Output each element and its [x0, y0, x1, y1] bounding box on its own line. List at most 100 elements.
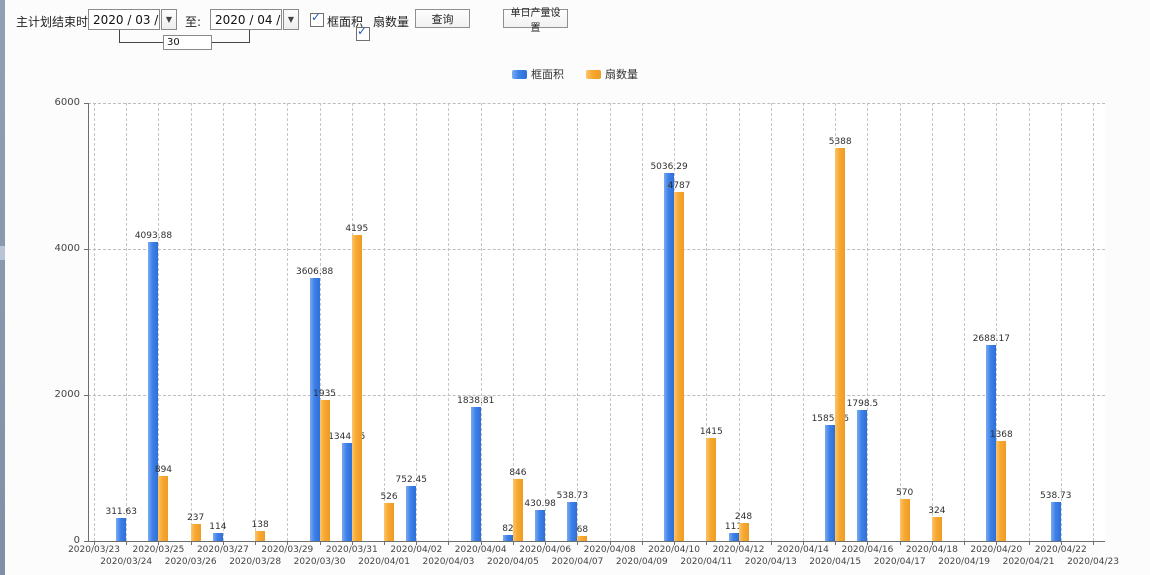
x-axis-label: 2020/04/18 — [905, 545, 958, 555]
bar-value-label: 1368 — [989, 430, 1013, 441]
vertical-gridline — [319, 103, 321, 541]
bar-value-label: 752.45 — [395, 475, 428, 486]
vertical-gridline — [931, 103, 933, 541]
vertical-gridline — [899, 103, 901, 541]
bar-扇数量-2020/04/07[interactable] — [577, 536, 588, 541]
vertical-gridline — [609, 103, 611, 541]
vertical-gridline — [996, 103, 998, 541]
bar-框面积-2020/04/15[interactable] — [825, 425, 836, 541]
x-axis-tick — [931, 541, 933, 545]
legend-swatch-fans — [586, 69, 601, 79]
bar-value-label: 114 — [209, 521, 227, 532]
x-axis-label: 2020/03/27 — [196, 545, 249, 555]
bar-框面积-2020/03/25[interactable] — [148, 242, 159, 541]
chevron-down-icon: ▼ — [165, 15, 173, 24]
x-axis-label: 2020/04/03 — [422, 557, 475, 567]
bar-框面积-2020/04/16[interactable] — [857, 409, 868, 541]
bar-框面积-2020/04/02[interactable] — [406, 486, 417, 541]
bar-value-label: 311.63 — [105, 507, 137, 518]
bar-扇数量-2020/03/26[interactable] — [190, 523, 201, 541]
bar-扇数量-2020/04/11[interactable] — [706, 437, 717, 541]
bar-value-label: 1798.5 — [846, 398, 879, 409]
bar-框面积-2020/03/24[interactable] — [116, 518, 127, 541]
start-date-picker[interactable]: 2020 / 03 / 24 — [88, 9, 177, 30]
bar-框面积-2020/03/30[interactable] — [309, 277, 320, 541]
y-axis-tick — [84, 103, 88, 104]
connector-line — [249, 30, 250, 43]
bar-value-label: 538.73 — [556, 490, 589, 501]
bar-扇数量-2020/03/28[interactable] — [255, 530, 266, 541]
x-axis-tick — [190, 541, 192, 545]
bar-value-label: 526 — [380, 491, 398, 502]
bar-chart: 2020/03/23 2020/03/24 2020/03/25 2020/03/26… — [0, 95, 1150, 575]
legend-label-fans: 扇数量 — [605, 68, 638, 81]
bar-框面积-2020/04/22[interactable] — [1050, 501, 1061, 541]
connector-line — [206, 42, 250, 43]
x-axis-tick — [448, 541, 450, 545]
bar-扇数量-2020/03/30[interactable] — [319, 399, 330, 541]
x-axis-tick — [512, 541, 514, 545]
checkmark-icon: ✓ — [311, 10, 322, 24]
bar-value-label: 894 — [154, 464, 173, 475]
bar-框面积-2020/04/07[interactable] — [567, 501, 578, 541]
connector-line — [119, 42, 164, 43]
bar-扇数量-2020/04/15[interactable] — [835, 147, 846, 541]
bar-框面积-2020/04/10[interactable] — [664, 173, 675, 541]
bar-value-label: 82 — [502, 524, 514, 534]
vertical-gridline — [641, 103, 643, 541]
vertical-gridline — [545, 103, 547, 541]
bar-框面积-2020/04/06[interactable] — [535, 509, 546, 541]
bar-扇数量-2020/04/12[interactable] — [738, 522, 749, 541]
x-axis-tick — [867, 541, 869, 545]
bar-扇数量-2020/04/17[interactable] — [899, 499, 910, 541]
x-axis-tick — [480, 541, 482, 545]
vertical-gridline — [190, 103, 192, 541]
legend-item-area[interactable]: 框面积 — [512, 66, 564, 82]
start-date-dropdown-button[interactable]: ▼ — [161, 9, 177, 30]
bar-value-label: 538.73 — [1040, 490, 1072, 501]
bar-扇数量-2020/04/18[interactable] — [931, 517, 942, 541]
fans-checkbox[interactable]: ✓ — [356, 24, 370, 41]
bar-框面积-2020/04/12[interactable] — [728, 532, 739, 541]
connector-line — [119, 30, 120, 43]
bar-value-label: 4093.88 — [134, 231, 173, 242]
bar-扇数量-2020/03/31[interactable] — [351, 234, 362, 541]
chart-legend: 框面积 扇数量 — [0, 66, 1150, 82]
bar-value-label: 248 — [734, 511, 753, 522]
x-axis-tick — [641, 541, 643, 545]
bar-框面积-2020/04/04[interactable] — [470, 406, 481, 541]
end-date-dropdown-button[interactable]: ▼ — [283, 9, 299, 30]
bar-扇数量-2020/04/05[interactable] — [512, 479, 523, 541]
horizontal-gridline — [88, 103, 1105, 104]
query-button[interactable]: 查询 — [415, 9, 470, 28]
y-axis-label: 2000 — [54, 389, 80, 400]
bar-框面积-2020/03/31[interactable] — [341, 442, 352, 541]
x-axis-tick — [996, 541, 998, 545]
bar-value-label: 4787 — [667, 180, 691, 191]
start-date-value: 2020 / 03 / 24 — [93, 12, 178, 27]
x-axis-tick — [545, 541, 547, 545]
area-checkbox[interactable]: ✓ — [310, 10, 324, 27]
checkmark-icon: ✓ — [357, 24, 368, 38]
legend-item-fans[interactable]: 扇数量 — [586, 66, 638, 82]
bar-扇数量-2020/04/01[interactable] — [384, 502, 395, 541]
daily-output-settings-button[interactable]: 单日产量设置 — [503, 8, 568, 34]
bar-扇数量-2020/04/20[interactable] — [996, 441, 1007, 541]
bar-扇数量-2020/03/25[interactable] — [158, 475, 169, 541]
bar-value-label: 5388 — [828, 136, 852, 147]
x-axis-label: 2020/03/25 — [132, 545, 185, 555]
x-axis-tick — [126, 541, 128, 545]
end-date-picker[interactable]: 2020 / 04 / 23 — [210, 9, 299, 30]
bar-框面积-2020/03/27[interactable] — [212, 532, 223, 541]
bar-扇数量-2020/04/10[interactable] — [674, 191, 685, 541]
days-between-input[interactable]: 30 — [163, 35, 212, 50]
y-axis-label: 6000 — [54, 97, 80, 108]
vertical-gridline — [94, 103, 95, 541]
to-label: 至: — [185, 15, 202, 29]
bar-框面积-2020/04/20[interactable] — [986, 344, 997, 541]
window-left-edge — [0, 0, 5, 575]
x-axis-tick — [770, 541, 772, 545]
vertical-gridline — [222, 103, 224, 541]
bar-框面积-2020/04/05[interactable] — [502, 535, 513, 541]
x-axis-label: 2020/04/23 — [1067, 557, 1119, 567]
